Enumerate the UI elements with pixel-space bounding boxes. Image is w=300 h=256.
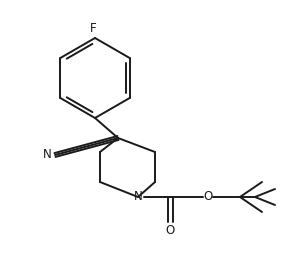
Text: N: N [134,190,142,204]
Text: O: O [203,190,213,204]
Text: N: N [43,148,51,162]
Text: F: F [90,23,96,36]
Text: O: O [165,225,175,238]
